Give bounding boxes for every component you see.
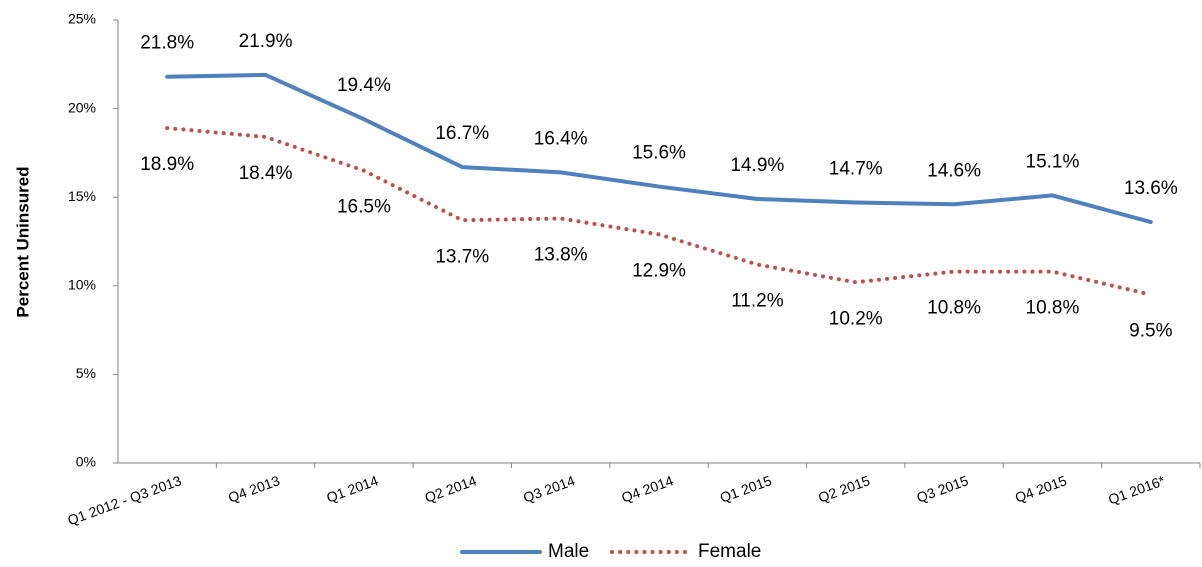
x-tick-label: Q3 2014 [521, 472, 577, 505]
data-label: 16.4% [534, 128, 588, 149]
data-label: 9.5% [1129, 321, 1172, 342]
data-label: 14.7% [829, 159, 883, 180]
data-label: 11.2% [731, 291, 784, 312]
data-label: 18.4% [239, 163, 293, 184]
data-label: 15.6% [632, 143, 686, 164]
series-line [165, 126, 1153, 297]
data-label: 10.8% [1026, 298, 1080, 319]
x-tick-label: Q3 2015 [914, 472, 970, 505]
y-tick-label: 15% [68, 188, 96, 204]
data-label: 21.8% [140, 33, 194, 54]
y-axis-label: Percent Uninsured [13, 166, 32, 317]
data-label: 21.9% [239, 31, 293, 52]
y-tick-label: 5% [76, 365, 96, 381]
x-tick-label: Q1 2015 [718, 472, 774, 505]
x-tick-label: Q4 2015 [1013, 472, 1069, 505]
data-label: 16.7% [435, 123, 489, 144]
data-label: 13.8% [534, 244, 588, 265]
data-label: 15.1% [1026, 151, 1080, 172]
x-tick-label: Q2 2014 [423, 472, 479, 505]
y-tick-label: 25% [68, 11, 96, 27]
x-tick-label: Q1 2014 [324, 472, 380, 505]
x-tick-label: Q1 2012 - Q3 2013 [65, 472, 183, 528]
data-label: 10.8% [927, 298, 981, 319]
y-tick-label: 10% [68, 277, 96, 293]
data-label: 14.9% [730, 155, 784, 176]
data-label: 12.9% [632, 260, 686, 281]
x-tick-label: Q2 2015 [816, 472, 872, 505]
legend-label: Male [548, 541, 589, 562]
data-label: 13.6% [1124, 178, 1178, 199]
x-tick-label: Q1 2016* [1106, 472, 1168, 507]
y-tick-label: 0% [76, 454, 96, 470]
data-label: 13.7% [435, 246, 489, 267]
series-line [165, 72, 1153, 225]
legend-label: Female [698, 541, 761, 562]
data-label: 19.4% [337, 75, 391, 96]
data-label: 18.9% [140, 154, 194, 175]
y-tick-label: 20% [68, 99, 96, 115]
data-label: 10.2% [829, 308, 883, 329]
x-tick-label: Q4 2013 [226, 472, 282, 505]
x-tick-label: Q4 2014 [619, 472, 675, 505]
data-label: 16.5% [337, 197, 391, 218]
data-label: 14.6% [927, 160, 981, 181]
